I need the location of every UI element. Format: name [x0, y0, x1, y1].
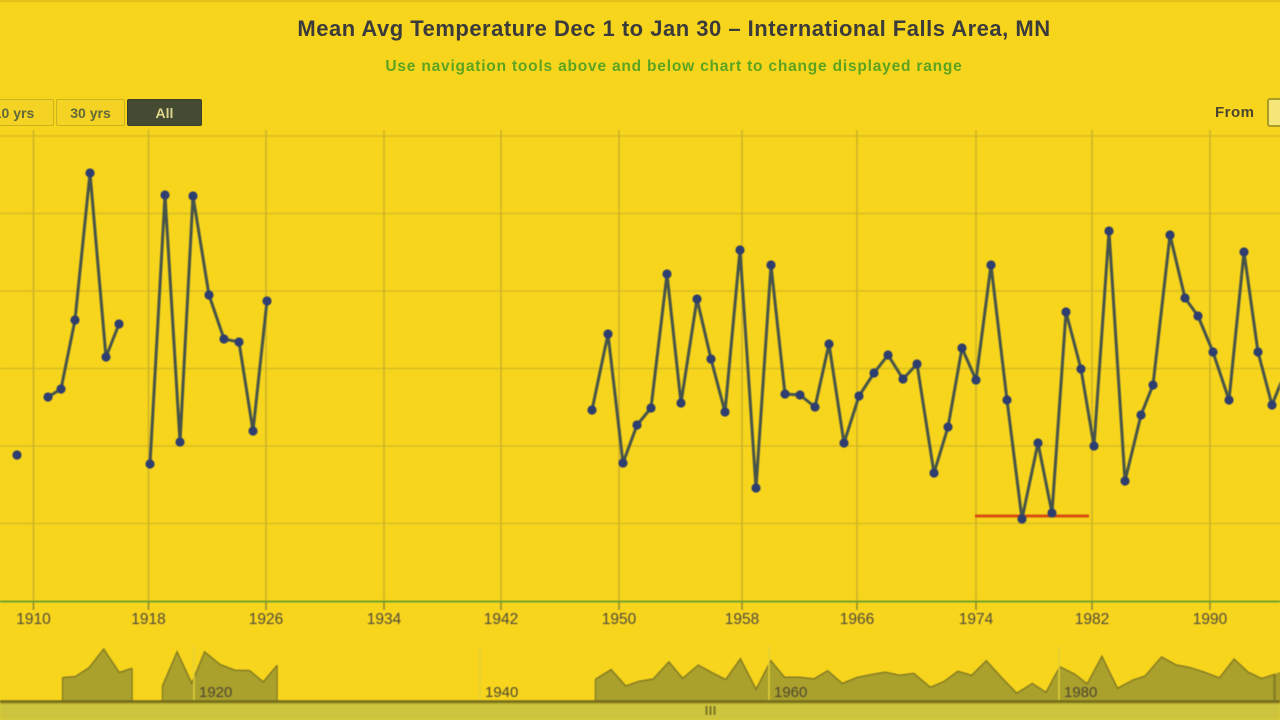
- svg-text:1934: 1934: [367, 611, 402, 628]
- svg-text:1958: 1958: [725, 611, 759, 628]
- svg-text:1920: 1920: [199, 684, 232, 701]
- svg-text:1980: 1980: [1064, 684, 1097, 701]
- svg-text:1982: 1982: [1075, 611, 1109, 628]
- svg-text:1942: 1942: [484, 611, 518, 628]
- svg-text:1990: 1990: [1193, 611, 1228, 628]
- svg-text:1974: 1974: [959, 611, 994, 628]
- svg-text:1926: 1926: [249, 611, 283, 628]
- svg-text:1910: 1910: [16, 611, 51, 628]
- svg-text:1950: 1950: [602, 611, 637, 628]
- svg-text:1918: 1918: [131, 611, 165, 628]
- svg-text:1940: 1940: [485, 684, 518, 701]
- svg-text:1960: 1960: [774, 684, 807, 701]
- svg-text:1966: 1966: [840, 611, 874, 628]
